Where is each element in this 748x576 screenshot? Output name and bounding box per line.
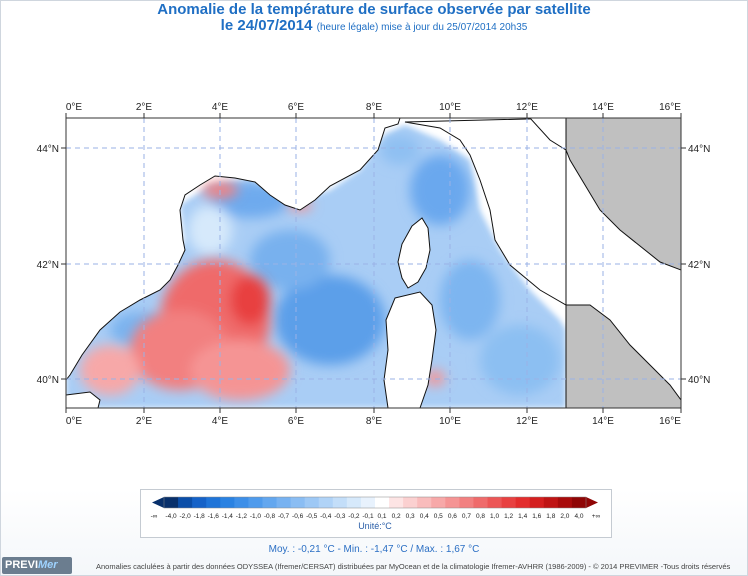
lat-label-left: 44°N — [37, 144, 59, 155]
lon-label-top: 0°E — [66, 102, 83, 113]
lon-label-bottom: 6°E — [288, 416, 305, 427]
lon-label-top: 8°E — [366, 102, 383, 113]
lon-label-bottom: 2°E — [136, 416, 153, 427]
lat-label-right: 42°N — [688, 260, 710, 271]
stats-line: Moy. : -0,21 °C - Min. : -1,47 °C / Max.… — [268, 544, 480, 555]
island-sardinia — [383, 291, 437, 408]
credit-line: Anomalies caclulées à partir des données… — [96, 562, 731, 571]
map-title: Anomalie de la température de surface ob… — [157, 1, 591, 18]
logo-text-accent: Mer — [38, 559, 58, 571]
cool-anomaly-patches — [110, 135, 560, 395]
lat-label-left: 40°N — [37, 375, 59, 386]
land-no-data-south — [565, 304, 681, 408]
logo-text: PREVI — [5, 559, 39, 571]
lon-label-top: 4°E — [212, 102, 229, 113]
land-no-data — [565, 118, 681, 271]
land-italy — [404, 118, 567, 306]
lon-label-top: 14°E — [592, 102, 614, 113]
lat-label-right: 44°N — [688, 144, 710, 155]
lat-label-right: 40°N — [688, 375, 710, 386]
graticule — [66, 118, 681, 408]
lon-label-bottom: 12°E — [516, 416, 538, 427]
island-balearic — [66, 391, 101, 408]
lon-label-top: 12°E — [516, 102, 538, 113]
map-update-note: (heure légale) mise à jour du 25/07/2014… — [316, 22, 528, 33]
colorbar-units: Unité:°C — [358, 521, 392, 531]
previmer-logo[interactable]: PREVIMer — [2, 557, 72, 574]
lon-label-bottom: 0°E — [66, 416, 83, 427]
lat-label-left: 42°N — [37, 260, 59, 271]
lon-label-bottom: 16°E — [659, 416, 681, 427]
lon-label-bottom: 10°E — [439, 416, 461, 427]
axis-ticks — [61, 113, 686, 413]
warm-anomaly-patches — [80, 182, 445, 400]
land-france-spain — [66, 118, 401, 381]
lon-label-top: 10°E — [439, 102, 461, 113]
map-date: le 24/07/2014 — [220, 17, 313, 34]
lon-label-top: 6°E — [288, 102, 305, 113]
lon-label-bottom: 4°E — [212, 416, 229, 427]
island-corsica — [397, 217, 431, 289]
lon-label-top: 2°E — [136, 102, 153, 113]
lon-label-top: 16°E — [659, 102, 681, 113]
lon-label-bottom: 8°E — [366, 416, 383, 427]
map-subtitle: le 24/07/2014 (heure légale) mise à jour… — [0, 17, 748, 34]
axis-labels: 0°E 2°E 4°E 6°E 8°E 10°E 12°E 14°E 16°E … — [37, 102, 711, 427]
lon-label-bottom: 14°E — [592, 416, 614, 427]
